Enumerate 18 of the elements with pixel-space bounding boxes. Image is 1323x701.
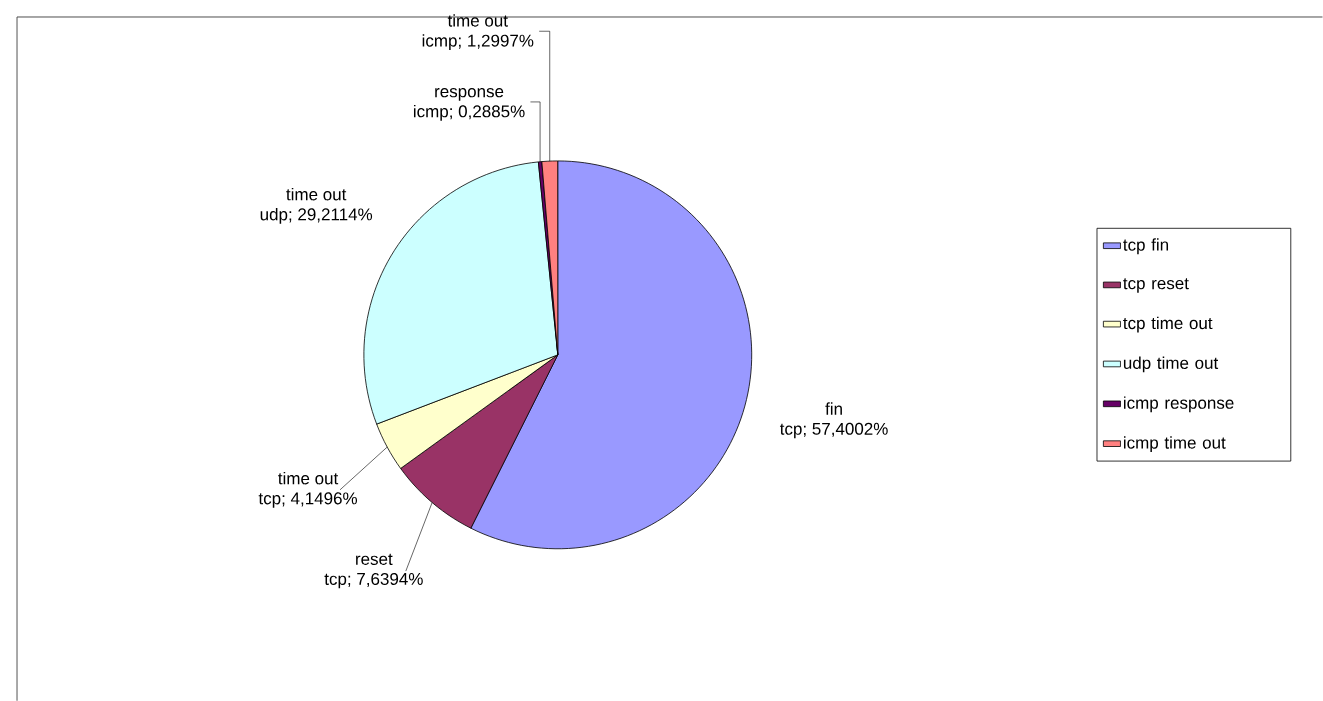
text: reset bbox=[356, 553, 393, 565]
text: tcp; 57,4002% bbox=[779, 422, 888, 439]
text: tcp; 4,1496% bbox=[258, 492, 358, 508]
legend-label: tcp reset bbox=[1123, 278, 1189, 293]
text: tcp; 7,6394% bbox=[324, 572, 423, 589]
text: response bbox=[435, 87, 504, 101]
text: udp; 29,2114% bbox=[260, 207, 373, 224]
text: time out bbox=[278, 471, 339, 485]
legend-label: icmp response bbox=[1124, 396, 1234, 413]
legend-label: tcp time out bbox=[1123, 316, 1213, 333]
legend-label: tcp fin bbox=[1123, 238, 1169, 255]
legend-label: udp time out bbox=[1123, 356, 1219, 373]
text: icmp; 0,2885% bbox=[413, 104, 525, 121]
text: fin bbox=[825, 402, 842, 415]
text: time out bbox=[286, 187, 347, 201]
text: icmp; 1,2997% bbox=[422, 34, 534, 50]
text: time out bbox=[447, 14, 508, 27]
legend-label: icmp time out bbox=[1124, 436, 1226, 452]
